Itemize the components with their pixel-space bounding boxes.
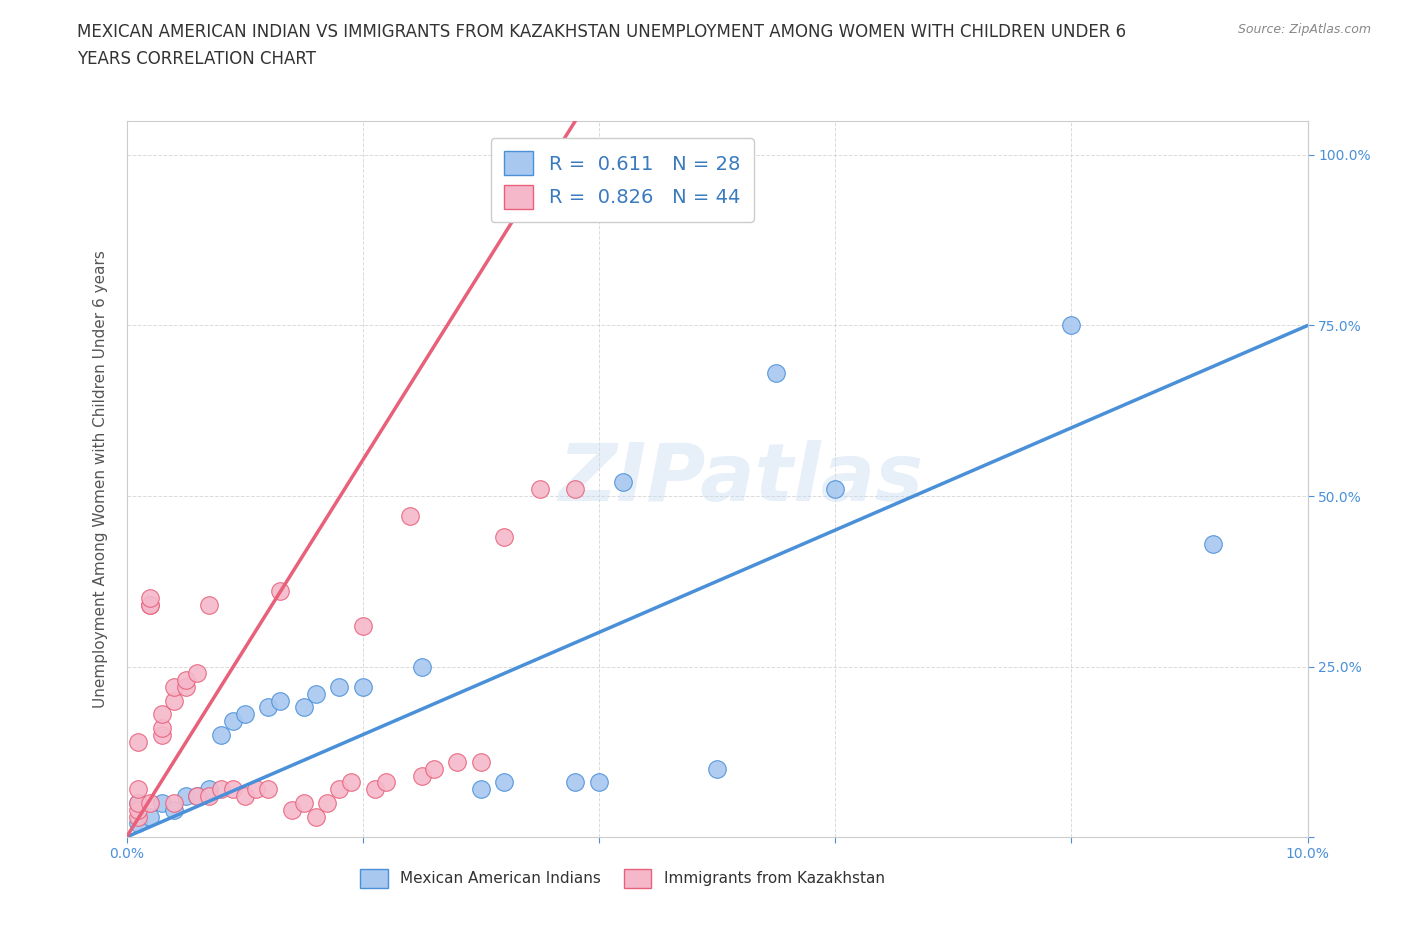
Point bbox=[150, 795, 173, 810]
Point bbox=[411, 768, 433, 783]
Point bbox=[186, 789, 208, 804]
Point bbox=[470, 782, 492, 797]
Point bbox=[127, 803, 149, 817]
Point bbox=[139, 795, 162, 810]
Point bbox=[765, 365, 787, 380]
Point bbox=[304, 809, 326, 824]
Point bbox=[198, 782, 221, 797]
Point bbox=[257, 700, 280, 715]
Point bbox=[257, 782, 280, 797]
Point bbox=[269, 693, 291, 708]
Point bbox=[127, 734, 149, 749]
Point bbox=[150, 721, 173, 736]
Point bbox=[139, 809, 162, 824]
Point bbox=[564, 775, 586, 790]
Point bbox=[186, 789, 208, 804]
Point bbox=[245, 782, 267, 797]
Point bbox=[564, 482, 586, 497]
Point bbox=[340, 775, 363, 790]
Point bbox=[612, 475, 634, 490]
Point bbox=[139, 591, 162, 605]
Point bbox=[163, 803, 186, 817]
Point bbox=[399, 509, 422, 524]
Point bbox=[209, 782, 232, 797]
Point bbox=[1202, 537, 1225, 551]
Point bbox=[209, 727, 232, 742]
Point bbox=[292, 700, 315, 715]
Point bbox=[163, 693, 186, 708]
Point bbox=[470, 754, 492, 769]
Text: Source: ZipAtlas.com: Source: ZipAtlas.com bbox=[1237, 23, 1371, 36]
Point bbox=[233, 789, 256, 804]
Point bbox=[706, 762, 728, 777]
Legend: Mexican American Indians, Immigrants from Kazakhstan: Mexican American Indians, Immigrants fro… bbox=[354, 863, 891, 894]
Point bbox=[292, 795, 315, 810]
Point bbox=[233, 707, 256, 722]
Point bbox=[281, 803, 304, 817]
Point bbox=[316, 795, 339, 810]
Point bbox=[186, 666, 208, 681]
Point bbox=[222, 713, 245, 728]
Point bbox=[328, 782, 350, 797]
Point bbox=[269, 584, 291, 599]
Point bbox=[328, 680, 350, 695]
Point bbox=[150, 707, 173, 722]
Point bbox=[127, 795, 149, 810]
Point bbox=[494, 529, 516, 544]
Point bbox=[198, 789, 221, 804]
Point bbox=[163, 680, 186, 695]
Point bbox=[139, 598, 162, 613]
Point bbox=[127, 809, 149, 824]
Y-axis label: Unemployment Among Women with Children Under 6 years: Unemployment Among Women with Children U… bbox=[93, 250, 108, 708]
Point bbox=[174, 672, 197, 687]
Point bbox=[422, 762, 444, 777]
Point bbox=[375, 775, 398, 790]
Point bbox=[1060, 318, 1083, 333]
Point bbox=[139, 598, 162, 613]
Point bbox=[529, 482, 551, 497]
Point bbox=[198, 598, 221, 613]
Point bbox=[127, 795, 149, 810]
Point bbox=[352, 680, 374, 695]
Text: ZIPatlas: ZIPatlas bbox=[558, 440, 924, 518]
Point bbox=[304, 686, 326, 701]
Point bbox=[588, 775, 610, 790]
Point bbox=[127, 816, 149, 830]
Point bbox=[824, 482, 846, 497]
Point bbox=[127, 782, 149, 797]
Point bbox=[174, 680, 197, 695]
Point bbox=[163, 795, 186, 810]
Point bbox=[222, 782, 245, 797]
Point bbox=[494, 775, 516, 790]
Text: MEXICAN AMERICAN INDIAN VS IMMIGRANTS FROM KAZAKHSTAN UNEMPLOYMENT AMONG WOMEN W: MEXICAN AMERICAN INDIAN VS IMMIGRANTS FR… bbox=[77, 23, 1126, 68]
Point bbox=[352, 618, 374, 633]
Point bbox=[411, 659, 433, 674]
Point bbox=[174, 789, 197, 804]
Point bbox=[150, 727, 173, 742]
Point bbox=[446, 754, 468, 769]
Point bbox=[363, 782, 385, 797]
